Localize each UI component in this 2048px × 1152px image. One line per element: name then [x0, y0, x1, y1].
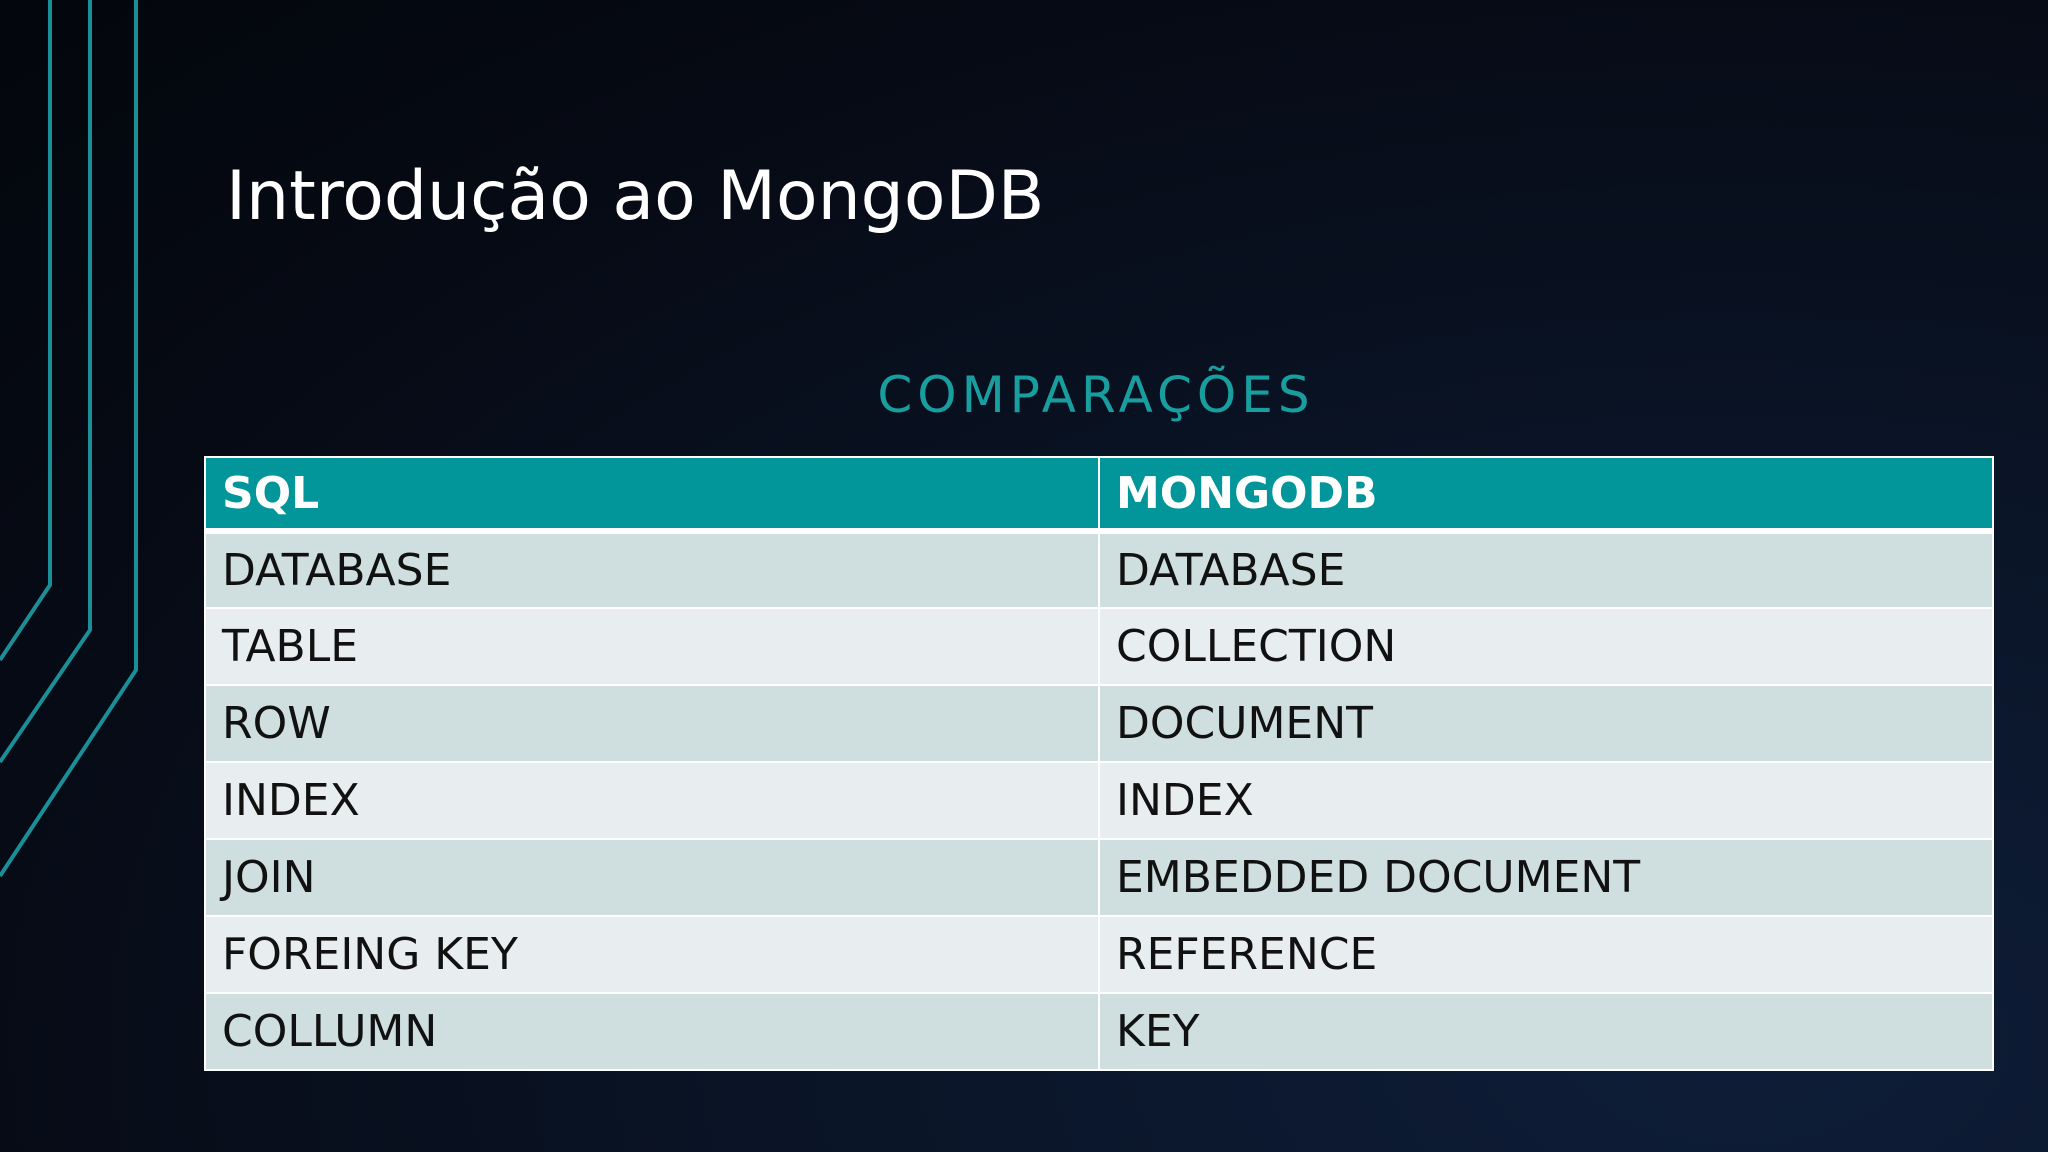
comparison-table: SQL MONGODB DATABASE DATABASE TABLE COLL… — [204, 456, 1994, 1071]
table-cell-sql: INDEX — [204, 761, 1100, 840]
table-cell-mongodb: KEY — [1098, 992, 1994, 1071]
slide-title: Introdução ao MongoDB — [226, 157, 1045, 236]
table-cell-sql: DATABASE — [204, 530, 1100, 609]
column-header-sql: SQL — [204, 456, 1100, 534]
table-cell-sql: ROW — [204, 684, 1100, 763]
table-row: ROW DOCUMENT — [204, 684, 1994, 763]
table-cell-mongodb: DATABASE — [1098, 530, 1994, 609]
table-row: COLLUMN KEY — [204, 992, 1994, 1071]
table-row: JOIN EMBEDDED DOCUMENT — [204, 838, 1994, 917]
slide-subtitle: COMPARAÇÕES — [877, 366, 1315, 424]
table-cell-sql: TABLE — [204, 607, 1100, 686]
column-header-mongodb: MONGODB — [1098, 456, 1994, 534]
table-row: FOREING KEY REFERENCE — [204, 915, 1994, 994]
table-row: TABLE COLLECTION — [204, 607, 1994, 686]
table-cell-sql: JOIN — [204, 838, 1100, 917]
table-row: DATABASE DATABASE — [204, 530, 1994, 609]
table-cell-sql: COLLUMN — [204, 992, 1100, 1071]
comparison-table-container: SQL MONGODB DATABASE DATABASE TABLE COLL… — [204, 456, 1994, 1071]
table-cell-mongodb: REFERENCE — [1098, 915, 1994, 994]
table-cell-mongodb: EMBEDDED DOCUMENT — [1098, 838, 1994, 917]
circuit-line-inner — [0, 0, 52, 662]
table-cell-mongodb: DOCUMENT — [1098, 684, 1994, 763]
table-cell-mongodb: COLLECTION — [1098, 607, 1994, 686]
table-cell-mongodb: INDEX — [1098, 761, 1994, 840]
table-cell-sql: FOREING KEY — [204, 915, 1100, 994]
table-header-row: SQL MONGODB — [204, 456, 1994, 534]
circuit-line-middle — [0, 0, 92, 764]
circuit-line-outer — [0, 0, 138, 878]
table-row: INDEX INDEX — [204, 761, 1994, 840]
